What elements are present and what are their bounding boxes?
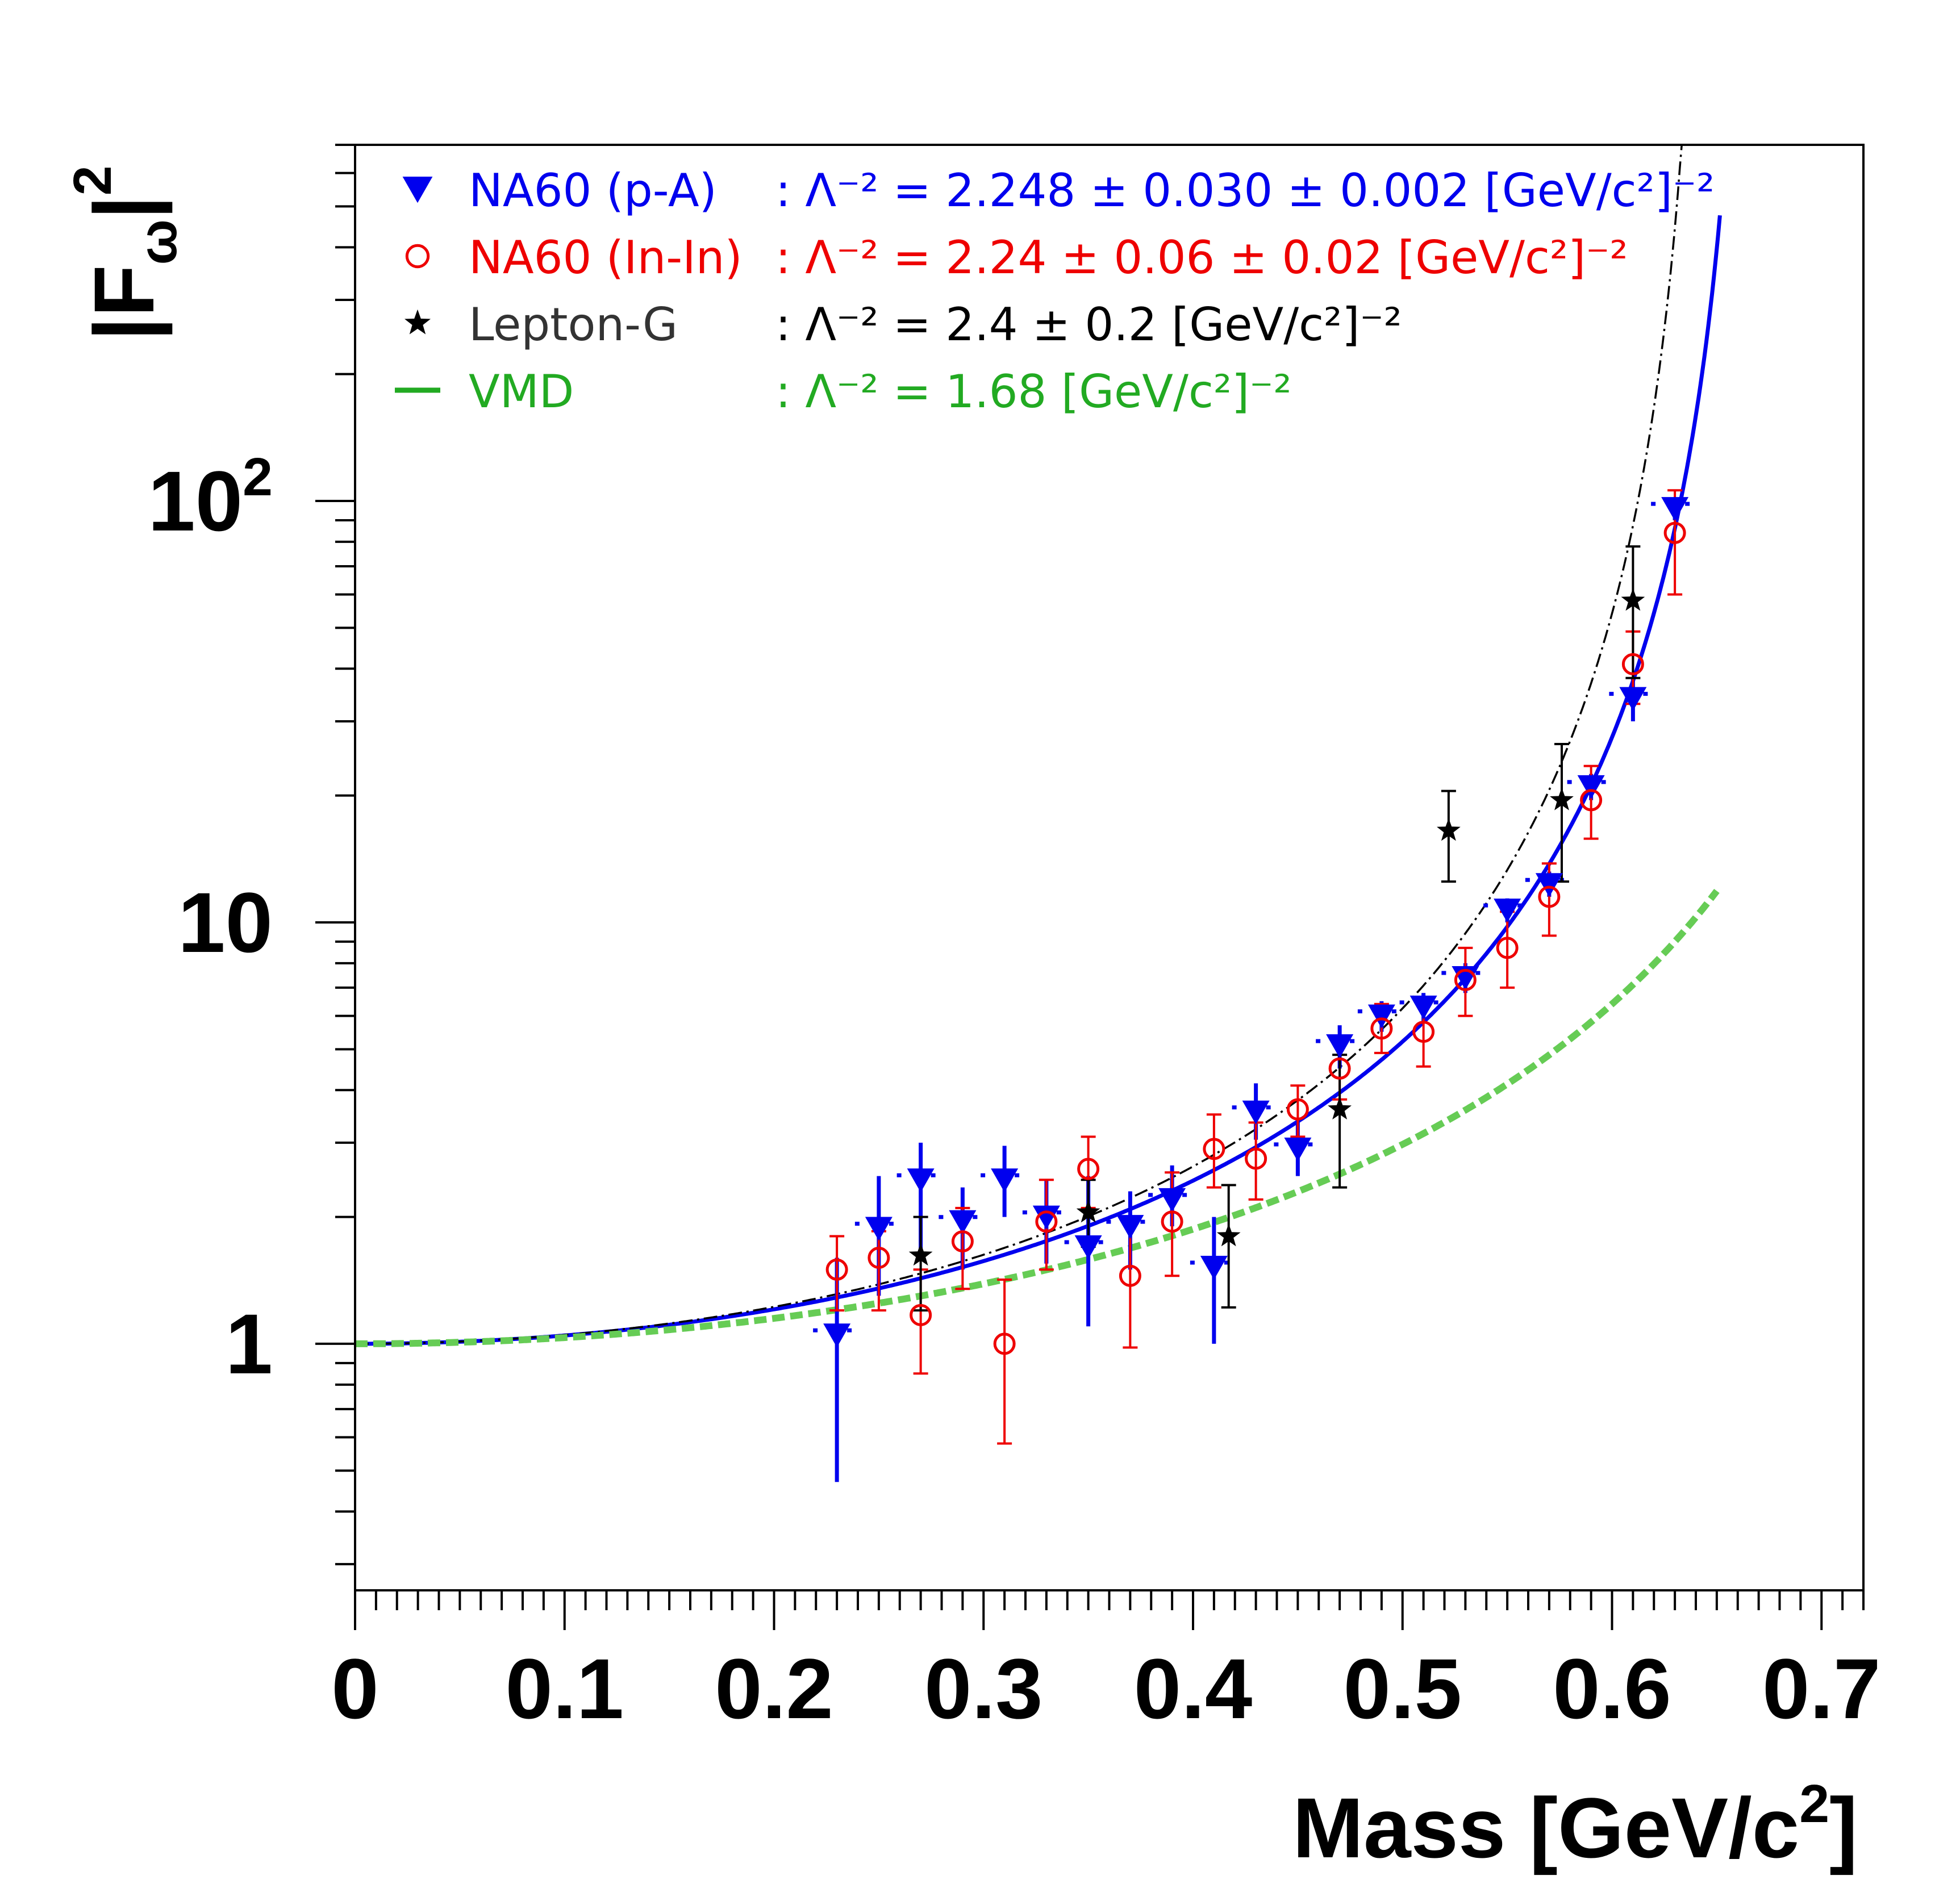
marker-na60-p-a xyxy=(1494,899,1521,923)
marker-na60-in-in xyxy=(1161,1210,1183,1233)
marker-lepton-g xyxy=(1550,787,1574,811)
y-axis-title-sup: 2 xyxy=(62,165,123,195)
marker-na60-in-in xyxy=(868,1246,890,1269)
marker-lepton-g xyxy=(1076,1200,1100,1223)
marker-lepton-g xyxy=(1216,1223,1241,1247)
marker-na60-in-in xyxy=(1580,789,1603,812)
x-axis-title-close: ] xyxy=(1829,1780,1858,1875)
marker-na60-p-a xyxy=(1116,1215,1144,1239)
marker-na60-p-a xyxy=(823,1323,851,1348)
legend-marker-na60-in-in xyxy=(405,244,430,269)
marker-na60-p-a xyxy=(1284,1137,1312,1162)
marker-na60-p-a xyxy=(1661,497,1689,521)
tick-labels: 0 0.1 0.2 0.3 0.4 0.5 0.6 0.7 1 10 102 xyxy=(148,447,1880,1736)
marker-na60-p-a xyxy=(1409,995,1437,1020)
marker-na60-p-a xyxy=(1367,1004,1395,1029)
y-tick-label: 10 xyxy=(178,875,273,970)
marker-na60-in-in xyxy=(910,1304,932,1326)
legend-marker-na60-p-a xyxy=(402,177,433,203)
y-axis-title-text: |F xyxy=(76,265,173,341)
marker-na60-in-in xyxy=(1621,653,1644,675)
marker-na60-p-a xyxy=(1535,873,1563,897)
marker-na60-in-in xyxy=(1663,521,1686,544)
x-axis-title-text: Mass [GeV/c xyxy=(1292,1780,1799,1875)
legend-value-lepton-g: : Λ⁻² = 2.4 ± 0.2 [GeV/c²]⁻² xyxy=(775,298,1402,351)
marker-na60-p-a xyxy=(1200,1256,1228,1280)
y-axis-title-sub: ω xyxy=(128,219,188,265)
curve-lepton-g-fit xyxy=(355,144,1683,1345)
marker-lepton-g xyxy=(1437,818,1461,841)
x-axis-title-sup: 2 xyxy=(1799,1774,1829,1834)
y-tick-label: 102 xyxy=(148,447,273,549)
x-tick-label: 0.2 xyxy=(715,1641,833,1736)
marker-na60-in-in xyxy=(1538,885,1561,908)
x-axis-title: Mass [GeV/c2] xyxy=(1292,1774,1858,1875)
x-tick-label: 0 xyxy=(331,1641,378,1736)
x-tick-label: 0.3 xyxy=(924,1641,1043,1736)
legend-label-vmd: VMD xyxy=(469,365,574,418)
x-tick-label: 0.5 xyxy=(1343,1641,1462,1736)
legend-label-na60-p-a: NA60 (p-A) xyxy=(469,164,717,217)
marker-na60-in-in xyxy=(1119,1264,1141,1287)
legend-value-na60-in-in: : Λ⁻² = 2.24 ± 0.06 ± 0.02 [GeV/c²]⁻² xyxy=(775,231,1628,284)
data-markers xyxy=(823,497,1689,1355)
marker-na60-p-a xyxy=(1326,1034,1354,1058)
y-axis-title-close: | xyxy=(76,195,173,219)
marker-na60-in-in xyxy=(1412,1021,1435,1043)
marker-lepton-g xyxy=(1328,1097,1352,1119)
legend-label-na60-in-in: NA60 (In-In) xyxy=(469,231,743,284)
marker-na60-in-in xyxy=(951,1230,974,1253)
legend-label-lepton-g: Lepton-G xyxy=(469,298,678,351)
marker-na60-p-a xyxy=(1242,1100,1270,1125)
marker-na60-in-in xyxy=(993,1332,1016,1355)
x-tick-label: 0.6 xyxy=(1553,1641,1671,1736)
legend: NA60 (p-A) : Λ⁻² = 2.248 ± 0.030 ± 0.002 … xyxy=(395,164,1715,418)
x-tick-label: 0.4 xyxy=(1134,1641,1253,1736)
marker-na60-p-a xyxy=(1158,1188,1186,1212)
marker-lepton-g xyxy=(908,1243,933,1266)
marker-na60-in-in xyxy=(1286,1098,1309,1121)
marker-na60-in-in xyxy=(825,1258,848,1281)
axis-ticks xyxy=(315,144,1865,1630)
marker-na60-p-a xyxy=(1619,687,1647,711)
legend-value-vmd: : Λ⁻² = 1.68 [GeV/c²]⁻² xyxy=(775,365,1292,418)
y-axis-title: |Fω|2 xyxy=(62,165,188,341)
marker-na60-p-a xyxy=(1577,775,1605,799)
legend-marker-lepton-g xyxy=(404,309,431,335)
marker-na60-p-a xyxy=(907,1168,935,1193)
marker-na60-in-in xyxy=(1077,1158,1100,1180)
marker-na60-p-a xyxy=(865,1217,893,1241)
marker-na60-in-in xyxy=(1370,1017,1393,1040)
marker-na60-in-in xyxy=(1328,1057,1351,1080)
fit-curves xyxy=(355,144,1722,1347)
marker-lepton-g xyxy=(1621,588,1645,611)
marker-na60-in-in xyxy=(1203,1138,1225,1160)
marker-na60-in-in xyxy=(1245,1147,1267,1170)
x-tick-label: 0.1 xyxy=(505,1641,624,1736)
x-tick-label: 0.7 xyxy=(1762,1641,1881,1736)
marker-na60-in-in xyxy=(1454,968,1477,991)
curve-vmd xyxy=(355,888,1720,1347)
legend-value-na60-p-a: : Λ⁻² = 2.248 ± 0.030 ± 0.002 [GeV/c²]⁻² xyxy=(775,164,1715,217)
marker-na60-in-in xyxy=(1035,1210,1058,1233)
marker-na60-p-a xyxy=(991,1168,1019,1193)
marker-na60-p-a xyxy=(1074,1235,1102,1259)
marker-na60-p-a xyxy=(949,1210,977,1234)
marker-na60-in-in xyxy=(1496,937,1519,959)
y-tick-label: 1 xyxy=(226,1296,273,1392)
marker-na60-p-a xyxy=(1032,1205,1060,1230)
